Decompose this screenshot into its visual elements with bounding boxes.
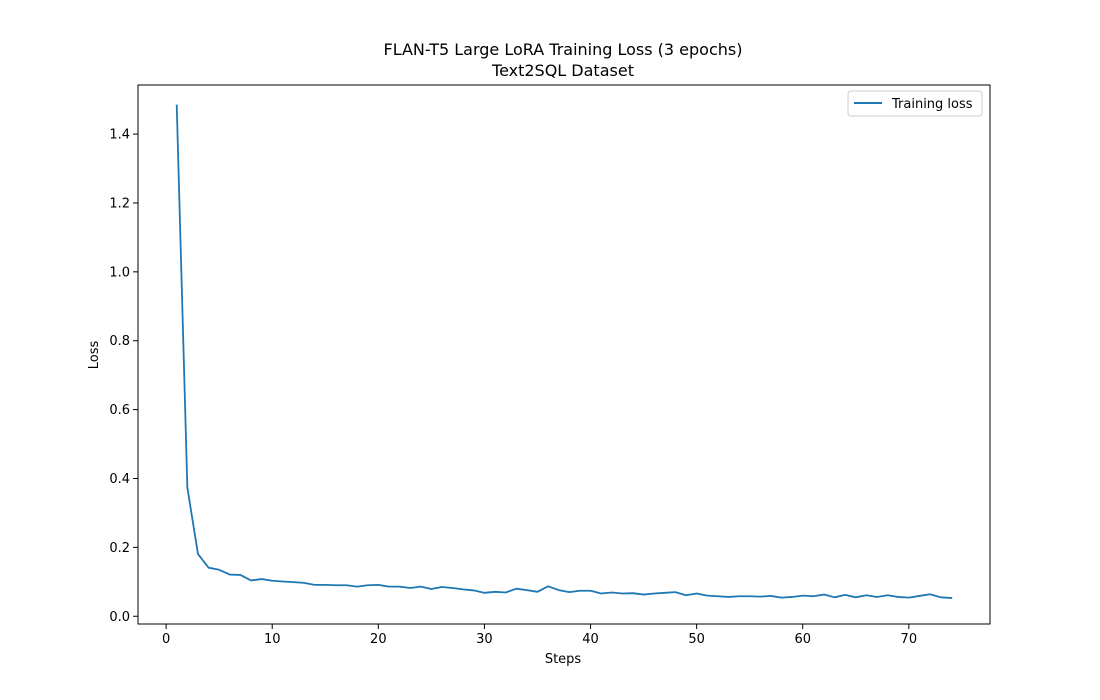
y-tick-label: 1.4 xyxy=(109,128,130,143)
legend-box xyxy=(847,90,983,117)
x-axis-ticks: 0 10 20 30 40 50 60 70 xyxy=(162,624,917,647)
plot-frame xyxy=(137,84,991,625)
y-tick-label: 1.0 xyxy=(109,265,130,280)
y-tick-label: 0.2 xyxy=(109,541,130,556)
y-tick-label: 0.4 xyxy=(109,472,130,487)
legend-entry-training-loss: Training loss xyxy=(891,97,973,112)
series-layer xyxy=(175,104,953,599)
x-tick-label: 30 xyxy=(476,632,493,647)
chart-title: FLAN-T5 Large LoRA Training Loss (3 epoc… xyxy=(384,40,743,59)
x-tick-label: 10 xyxy=(264,632,281,647)
y-axis-ticks: 0.0 0.2 0.4 0.6 0.8 1.0 1.2 1.4 xyxy=(109,128,138,625)
y-tick-label: 0.0 xyxy=(109,610,130,625)
x-tick-label: 40 xyxy=(582,632,599,647)
x-tick-label: 50 xyxy=(688,632,705,647)
y-tick-label: 1.2 xyxy=(109,196,130,211)
y-tick-label: 0.8 xyxy=(109,334,130,349)
y-axis-label: Loss xyxy=(87,341,102,370)
series-line-training-loss xyxy=(175,104,953,599)
y-tick-label: 0.6 xyxy=(109,403,130,418)
x-tick-label: 60 xyxy=(794,632,811,647)
chart-subtitle: Text2SQL Dataset xyxy=(491,61,634,80)
x-tick-label: 0 xyxy=(162,632,170,647)
x-tick-label: 70 xyxy=(901,632,918,647)
legend: Training loss xyxy=(847,90,983,117)
x-axis-label: Steps xyxy=(545,652,582,667)
x-tick-label: 20 xyxy=(370,632,387,647)
plot-area xyxy=(137,84,991,625)
